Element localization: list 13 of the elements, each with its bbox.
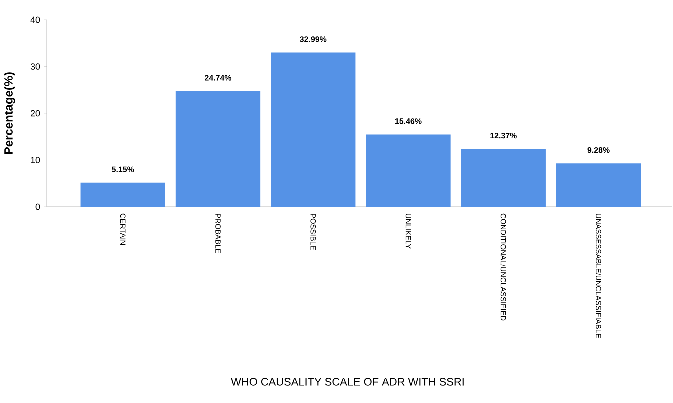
bar [80, 182, 166, 207]
bar [176, 91, 261, 207]
y-tick-label: 40 [30, 16, 40, 24]
y-tick-label: 0 [36, 204, 40, 210]
bar [366, 134, 451, 207]
bar [461, 149, 546, 207]
bar [271, 52, 356, 207]
y-tick-label: 30 [30, 64, 40, 70]
bar [556, 164, 642, 207]
y-tick-label: 10 [31, 157, 40, 164]
y-axis-title: Percentage(%) [4, 72, 16, 154]
y-tick-label: 20 [30, 110, 40, 117]
x-axis-title: WHO CAUSALITY SCALE OF ADR WITH SSRI [231, 378, 464, 386]
